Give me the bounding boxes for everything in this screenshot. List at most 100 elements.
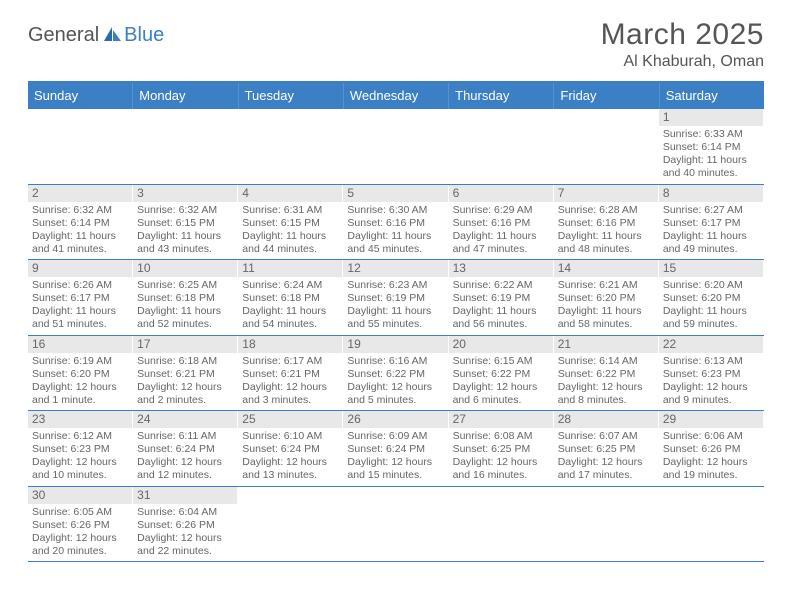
day-cell: 25Sunrise: 6:10 AMSunset: 6:24 PMDayligh… <box>238 411 343 486</box>
day-cell: 12Sunrise: 6:23 AMSunset: 6:19 PMDayligh… <box>343 260 448 335</box>
sunset-text: Sunset: 6:26 PM <box>137 519 233 532</box>
day-cell: 21Sunrise: 6:14 AMSunset: 6:22 PMDayligh… <box>554 336 659 411</box>
daylight-text: and 40 minutes. <box>663 167 759 180</box>
logo-sail-icon <box>102 25 122 43</box>
day-header-friday: Friday <box>554 83 659 109</box>
sunrise-text: Sunrise: 6:19 AM <box>32 355 128 368</box>
day-number: 28 <box>554 411 658 428</box>
day-number: 30 <box>28 487 132 504</box>
daylight-text: Daylight: 11 hours <box>137 230 233 243</box>
sunrise-text: Sunrise: 6:31 AM <box>242 204 338 217</box>
day-number: 17 <box>133 336 237 353</box>
sunrise-text: Sunrise: 6:05 AM <box>32 506 128 519</box>
week-row: 23 Sunrise: 6:12 AMSunset: 6:23 PM Dayligh… <box>28 411 764 487</box>
week-row: 2Sunrise: 6:32 AMSunset: 6:14 PMDaylight… <box>28 185 764 261</box>
sunrise-text: Sunrise: 6:22 AM <box>453 279 549 292</box>
day-number: 12 <box>343 260 447 277</box>
sunrise-text: Sunrise: 6:15 AM <box>453 355 549 368</box>
daylight-text: and 44 minutes. <box>242 243 338 256</box>
daylight-text: Daylight: 11 hours <box>347 305 443 318</box>
sunset-text: Sunset: 6:17 PM <box>32 292 128 305</box>
sunrise-text: Sunrise: 6:18 AM <box>137 355 233 368</box>
title-block: March 2025 Al Khaburah, Oman <box>601 18 764 71</box>
sunrise-text: Sunrise: 6:12 AM <box>32 430 128 443</box>
daylight-text: and 48 minutes. <box>558 243 654 256</box>
day-number: 25 <box>238 411 342 428</box>
daylight-text: Daylight: 12 hours <box>558 456 654 469</box>
calendar-grid: Sunday Monday Tuesday Wednesday Thursday… <box>28 81 764 562</box>
day-number: 3 <box>133 185 237 202</box>
daylight-text: Daylight: 12 hours <box>347 456 443 469</box>
daylight-text: and 51 minutes. <box>32 318 128 331</box>
daylight-text: and 12 minutes. <box>137 469 233 482</box>
daylight-text: and 20 minutes. <box>32 545 128 558</box>
day-cell: 13Sunrise: 6:22 AMSunset: 6:19 PMDayligh… <box>449 260 554 335</box>
sunrise-text: Sunrise: 6:13 AM <box>663 355 759 368</box>
day-cell: 7Sunrise: 6:28 AMSunset: 6:16 PMDaylight… <box>554 185 659 260</box>
daylight-text: Daylight: 11 hours <box>32 230 128 243</box>
day-cell: 6Sunrise: 6:29 AMSunset: 6:16 PMDaylight… <box>449 185 554 260</box>
day-cell: 8Sunrise: 6:27 AMSunset: 6:17 PMDaylight… <box>659 185 764 260</box>
day-number: 29 <box>659 411 763 428</box>
daylight-text: Daylight: 12 hours <box>242 381 338 394</box>
day-cell-empty <box>343 487 448 562</box>
sunset-text: Sunset: 6:19 PM <box>453 292 549 305</box>
month-title: March 2025 <box>601 18 764 52</box>
sunrise-text: Sunrise: 6:07 AM <box>558 430 654 443</box>
sunrise-text: Sunrise: 6:17 AM <box>242 355 338 368</box>
day-cell: 22Sunrise: 6:13 AMSunset: 6:23 PMDayligh… <box>659 336 764 411</box>
daylight-text: Daylight: 12 hours <box>347 381 443 394</box>
sunset-text: Sunset: 6:20 PM <box>663 292 759 305</box>
sunrise-text: Sunrise: 6:08 AM <box>453 430 549 443</box>
day-number: 10 <box>133 260 237 277</box>
sunset-text: Sunset: 6:16 PM <box>453 217 549 230</box>
sunset-text: Sunset: 6:18 PM <box>137 292 233 305</box>
sunset-text: Sunset: 6:23 PM <box>32 443 128 456</box>
sunrise-text: Sunrise: 6:09 AM <box>347 430 443 443</box>
sunrise-text: Sunrise: 6:23 AM <box>347 279 443 292</box>
day-header-thursday: Thursday <box>449 83 554 109</box>
sunset-text: Sunset: 6:17 PM <box>663 217 759 230</box>
day-header-saturday: Saturday <box>660 83 764 109</box>
day-cell: 15Sunrise: 6:20 AMSunset: 6:20 PMDayligh… <box>659 260 764 335</box>
day-cell: 16Sunrise: 6:19 AMSunset: 6:20 PMDayligh… <box>28 336 133 411</box>
weeks-container: 1Sunrise: 6:33 AMSunset: 6:14 PMDaylight… <box>28 109 764 562</box>
sunset-text: Sunset: 6:24 PM <box>242 443 338 456</box>
day-header-wednesday: Wednesday <box>344 83 449 109</box>
daylight-text: and 3 minutes. <box>242 394 338 407</box>
sunrise-text: Sunrise: 6:33 AM <box>663 128 759 141</box>
daylight-text: Daylight: 12 hours <box>453 381 549 394</box>
day-cell: 30Sunrise: 6:05 AMSunset: 6:26 PMDayligh… <box>28 487 133 562</box>
day-cell: 28Sunrise: 6:07 AMSunset: 6:25 PMDayligh… <box>554 411 659 486</box>
sunset-text: Sunset: 6:22 PM <box>347 368 443 381</box>
day-cell: 23Sunrise: 6:12 AMSunset: 6:23 PMDayligh… <box>28 411 133 486</box>
day-number: 22 <box>659 336 763 353</box>
day-cell: 5Sunrise: 6:30 AMSunset: 6:16 PMDaylight… <box>343 185 448 260</box>
day-cell: 10Sunrise: 6:25 AMSunset: 6:18 PMDayligh… <box>133 260 238 335</box>
daylight-text: and 58 minutes. <box>558 318 654 331</box>
day-cell: 17Sunrise: 6:18 AMSunset: 6:21 PMDayligh… <box>133 336 238 411</box>
calendar-page: General Blue March 2025 Al Khaburah, Oma… <box>0 0 792 562</box>
day-cell: 27Sunrise: 6:08 AMSunset: 6:25 PMDayligh… <box>449 411 554 486</box>
daylight-text: Daylight: 11 hours <box>663 154 759 167</box>
day-header-monday: Monday <box>133 83 238 109</box>
day-number: 23 <box>28 411 132 428</box>
page-header: General Blue March 2025 Al Khaburah, Oma… <box>28 18 764 71</box>
day-cell-empty <box>659 487 764 562</box>
daylight-text: and 13 minutes. <box>242 469 338 482</box>
day-number: 26 <box>343 411 447 428</box>
daylight-text: Daylight: 12 hours <box>663 456 759 469</box>
day-number: 4 <box>238 185 342 202</box>
day-cell-empty <box>343 109 448 184</box>
day-cell: 14Sunrise: 6:21 AMSunset: 6:20 PMDayligh… <box>554 260 659 335</box>
sunset-text: Sunset: 6:16 PM <box>347 217 443 230</box>
sunrise-text: Sunrise: 6:24 AM <box>242 279 338 292</box>
sunset-text: Sunset: 6:23 PM <box>663 368 759 381</box>
daylight-text: Daylight: 12 hours <box>242 456 338 469</box>
daylight-text: Daylight: 11 hours <box>663 305 759 318</box>
day-number: 21 <box>554 336 658 353</box>
daylight-text: and 1 minute. <box>32 394 128 407</box>
sunrise-text: Sunrise: 6:04 AM <box>137 506 233 519</box>
daylight-text: and 47 minutes. <box>453 243 549 256</box>
daylight-text: Daylight: 11 hours <box>558 305 654 318</box>
